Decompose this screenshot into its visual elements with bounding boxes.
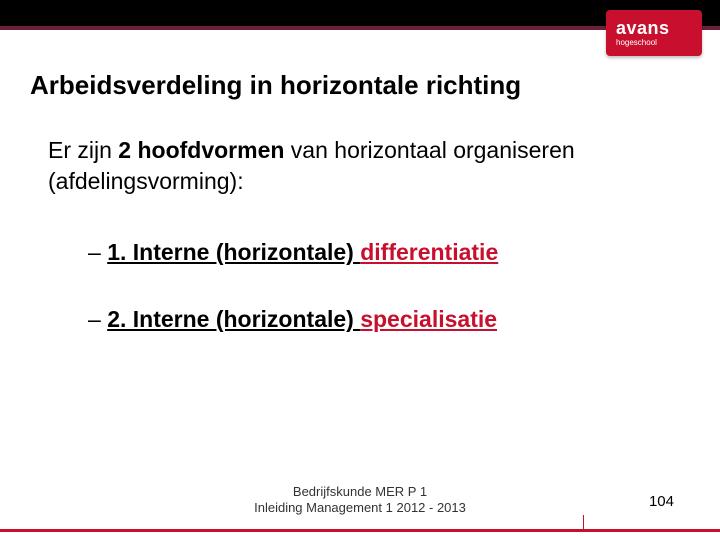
bottom-tick [583, 515, 584, 529]
slide-title: Arbeidsverdeling in horizontale richting [30, 70, 690, 101]
item-prefix: 1. Interne (horizontale) [107, 239, 360, 265]
brand-logo: avans hogeschool [606, 10, 702, 56]
bottom-line [0, 529, 720, 532]
footer-line1: Bedrijfskunde MER P 1 [0, 484, 720, 500]
item-prefix: 2. Interne (horizontale) [107, 306, 360, 332]
item-dash: – [88, 306, 107, 332]
item-highlight: specialisatie [360, 306, 497, 332]
footer-line2: Inleiding Management 1 2012 - 2013 [0, 500, 720, 516]
list-item: – 2. Interne (horizontale) specialisatie [88, 306, 690, 333]
slide-content: Arbeidsverdeling in horizontale richting… [0, 70, 720, 373]
intro-text: Er zijn 2 hoofdvormen van horizontaal or… [48, 135, 690, 197]
brand-name: avans [616, 19, 670, 37]
list-item: – 1. Interne (horizontale) differentiati… [88, 239, 690, 266]
intro-bold: 2 hoofdvormen [118, 137, 284, 163]
intro-pre: Er zijn [48, 137, 118, 163]
page-number: 104 [649, 493, 674, 510]
footer: Bedrijfskunde MER P 1 Inleiding Manageme… [0, 484, 720, 517]
brand-sub: hogeschool [616, 39, 657, 47]
item-highlight: differentiatie [360, 239, 498, 265]
item-dash: – [88, 239, 107, 265]
